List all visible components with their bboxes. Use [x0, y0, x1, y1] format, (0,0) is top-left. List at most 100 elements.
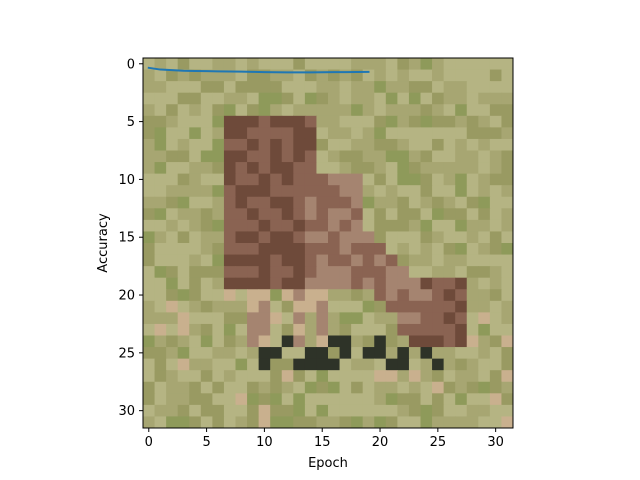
- image-pixel: [293, 358, 306, 371]
- image-pixel: [374, 173, 387, 186]
- image-pixel: [397, 358, 410, 371]
- image-pixel: [420, 335, 433, 348]
- image-pixel: [466, 196, 479, 209]
- image-pixel: [143, 92, 156, 105]
- image-pixel: [247, 219, 260, 233]
- image-pixel: [316, 162, 329, 175]
- image-pixel: [408, 254, 422, 267]
- image-pixel: [166, 58, 179, 71]
- image-pixel: [432, 404, 445, 418]
- image-pixel: [258, 231, 271, 244]
- image-pixel: [235, 196, 248, 209]
- image-pixel: [351, 138, 364, 152]
- image-pixel: [154, 196, 167, 209]
- image-pixel: [420, 58, 433, 71]
- image-pixel: [339, 335, 352, 348]
- image-pixel: [455, 243, 468, 256]
- image-pixel: [304, 416, 318, 428]
- image-pixel: [212, 81, 225, 94]
- image-pixel: [374, 138, 387, 152]
- image-pixel: [189, 185, 202, 198]
- image-pixel: [443, 127, 456, 140]
- image-pixel: [478, 243, 491, 256]
- image-pixel: [489, 312, 503, 325]
- image-pixel: [212, 243, 225, 256]
- image-pixel: [432, 173, 445, 186]
- image-pixel: [351, 254, 364, 267]
- image-pixel: [501, 254, 513, 267]
- image-pixel: [328, 81, 341, 94]
- image-pixel: [374, 104, 387, 117]
- image-pixel: [235, 323, 248, 337]
- image-pixel: [293, 370, 306, 383]
- image-pixel: [351, 323, 364, 337]
- image-pixel: [316, 185, 329, 198]
- image-pixel: [281, 208, 294, 221]
- image-pixel: [478, 300, 491, 313]
- image-pixel: [235, 289, 248, 302]
- image-pixel: [455, 58, 468, 71]
- image-pixel: [223, 92, 237, 105]
- image-pixel: [270, 254, 283, 267]
- image-pixel: [200, 416, 213, 428]
- image-pixel: [270, 162, 283, 175]
- image-pixel: [200, 254, 213, 267]
- image-pixel: [501, 81, 513, 94]
- image-pixel: [501, 138, 513, 152]
- image-pixel: [177, 404, 190, 418]
- image-pixel: [408, 138, 422, 152]
- image-pixel: [189, 254, 202, 267]
- image-pixel: [258, 312, 271, 325]
- image-pixel: [281, 81, 294, 94]
- image-pixel: [258, 173, 271, 186]
- image-pixel: [316, 266, 329, 279]
- image-pixel: [258, 358, 271, 371]
- image-pixel: [223, 381, 237, 394]
- image-pixel: [200, 104, 213, 117]
- image-pixel: [501, 370, 513, 383]
- image-pixel: [281, 243, 294, 256]
- image-pixel: [247, 231, 260, 244]
- image-pixel: [212, 208, 225, 221]
- image-pixel: [397, 370, 410, 383]
- image-pixel: [247, 404, 260, 418]
- image-pixel: [420, 219, 433, 233]
- image-pixel: [200, 81, 213, 94]
- image-pixel: [304, 104, 318, 117]
- image-pixel: [223, 335, 237, 348]
- image-pixel: [489, 393, 503, 406]
- image-pixel: [154, 243, 167, 256]
- image-pixel: [177, 393, 190, 406]
- image-pixel: [316, 289, 329, 302]
- image-pixel: [420, 92, 433, 105]
- image-pixel: [443, 115, 456, 128]
- image-pixel: [339, 347, 352, 360]
- image-pixel: [281, 92, 294, 105]
- image-pixel: [432, 289, 445, 302]
- image-pixel: [374, 289, 387, 302]
- image-pixel: [223, 196, 237, 209]
- x-axis-ticks: 0 5 10 15 20 25 30: [145, 428, 504, 450]
- image-pixel: [339, 92, 352, 105]
- image-pixel: [420, 277, 433, 290]
- image-pixel: [443, 277, 456, 290]
- image-pixel: [351, 127, 364, 140]
- image-pixel: [235, 127, 248, 140]
- image-pixel: [247, 127, 260, 140]
- image-pixel: [432, 300, 445, 313]
- image-pixel: [408, 196, 422, 209]
- image-pixel: [293, 300, 306, 313]
- image-pixel: [374, 81, 387, 94]
- image-pixel: [304, 58, 318, 71]
- image-pixel: [200, 289, 213, 302]
- image-pixel: [385, 138, 398, 152]
- image-pixel: [270, 289, 283, 302]
- image-pixel: [177, 115, 190, 128]
- image-pixel: [200, 58, 213, 71]
- image-pixel: [258, 266, 271, 279]
- image-pixel: [189, 58, 202, 71]
- image-pixel: [143, 81, 156, 94]
- image-pixel: [374, 196, 387, 209]
- image-pixel: [281, 323, 294, 337]
- image-pixel: [270, 300, 283, 313]
